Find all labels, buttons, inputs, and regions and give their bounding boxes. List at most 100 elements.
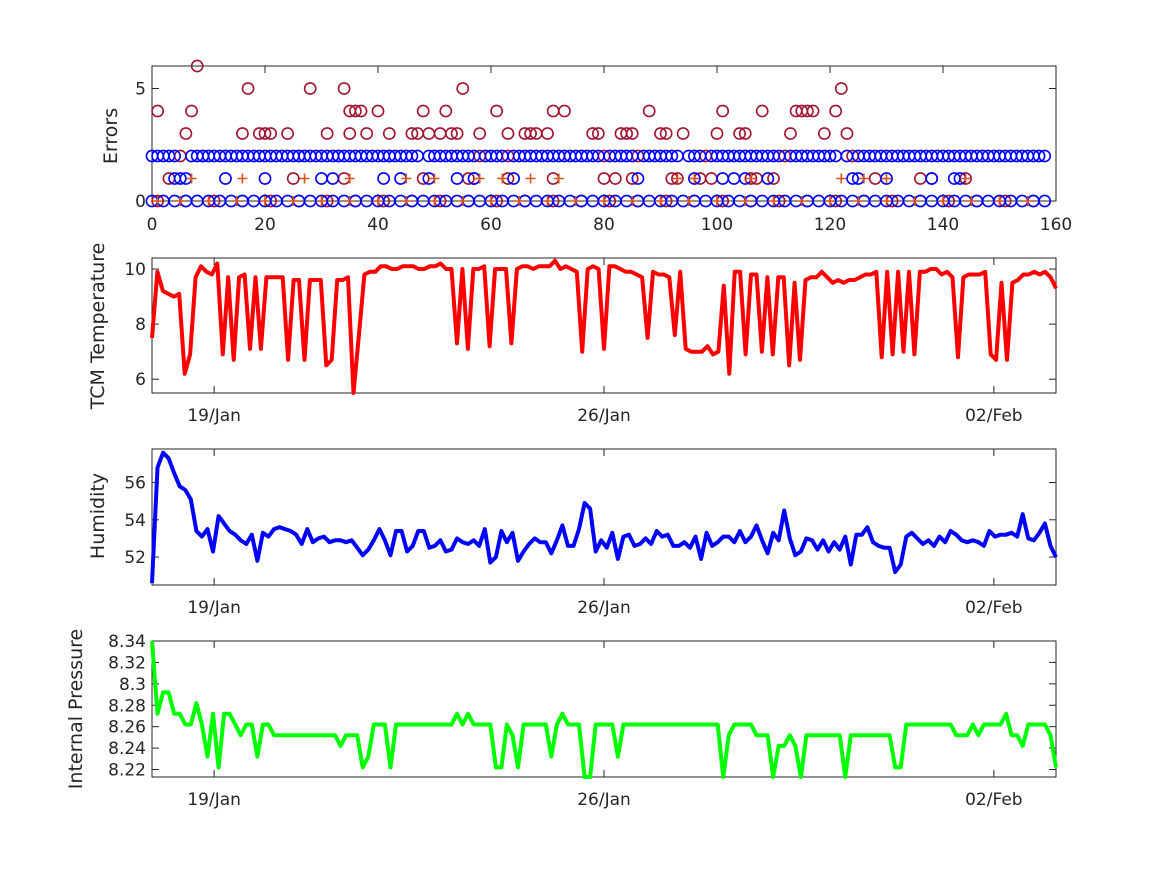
data-point [586,127,600,140]
data-point [439,104,453,118]
data-point [740,196,751,206]
xtick-label: 100 [701,215,733,235]
data-point [836,173,847,184]
data-point [524,127,537,140]
data-point [767,172,780,185]
humidity-ylabel: Humidity [87,473,109,559]
ytick-label: 56 [124,474,146,494]
data-point [853,196,864,206]
data-point [514,196,525,206]
ytick-label: 8.24 [108,739,146,759]
errors-panel: 0 5 0 20 40 60 80 100 120 140 160 [135,59,1072,235]
data-point [260,196,270,206]
ytick-label: 8.32 [108,653,146,673]
data-point [401,196,412,206]
data-point [1038,149,1052,163]
data-point [947,172,961,185]
data-point [755,104,769,118]
data-point [186,173,197,184]
data-point [654,127,667,140]
ytick-label: 52 [124,548,146,568]
ytick-label: 8 [135,315,146,335]
ytick-label: 0 [135,192,146,212]
data-point [173,172,187,185]
data-point [344,173,355,184]
data-point [507,172,520,185]
data-point [689,173,700,184]
ytick-label: 8.28 [108,696,146,716]
xtick-label: 160 [1040,215,1072,235]
data-point [1032,149,1046,163]
data-point [281,127,294,140]
data-point [834,82,848,95]
data-point [688,149,701,163]
data-point [960,173,971,184]
data-point [671,172,684,185]
data-point [858,173,869,184]
ytick-label: 8.34 [108,632,146,652]
data-point [683,196,694,206]
data-point [219,172,232,185]
data-point [450,127,464,140]
xtick-label: 02/Feb [965,406,1022,426]
data-point [450,172,464,185]
data-point [676,127,690,140]
data-point [829,104,843,118]
data-point [179,127,193,140]
xtick-label: 02/Feb [965,790,1022,810]
xtick-label: 20 [254,215,276,235]
xtick-label: 26/Jan [577,790,631,810]
data-point [801,104,814,118]
data-point [665,149,679,163]
ytick-label: 5 [135,80,146,100]
data-point [712,196,722,206]
data-point [501,127,515,140]
data-point [806,104,820,118]
data-point [541,127,554,140]
ytick-label: 8.26 [108,718,146,738]
data-point [203,196,214,206]
data-point [1022,196,1033,206]
data-point [237,173,248,184]
data-point [457,196,468,206]
series-line [150,450,1058,584]
ytick-label: 54 [124,511,146,531]
data-point [371,104,385,118]
data-point [241,82,255,95]
xtick-label: 19/Jan [187,406,241,426]
data-point [416,104,430,118]
data-point [258,127,272,140]
data-point [429,173,440,184]
data-point [784,127,797,140]
data-point [429,196,440,206]
data-point [235,127,249,140]
data-point [474,173,485,184]
data-point [445,127,458,140]
data-point [591,127,605,140]
xtick-label: 140 [927,215,959,235]
data-point [625,127,639,140]
data-point [880,172,893,185]
data-point [326,172,340,185]
data-point [525,173,536,184]
data-point [716,104,730,118]
data-point [416,172,430,185]
data-point [558,104,571,118]
data-point [659,127,673,140]
data-point [288,196,299,206]
data-point [175,196,186,206]
data-point [162,149,176,163]
data-point [823,149,837,163]
data-point [343,127,357,140]
data-point [344,196,355,206]
data-point [405,127,419,140]
data-point [542,196,553,206]
data-point [745,173,756,184]
data-point [320,127,334,140]
xtick-label: 40 [367,215,389,235]
data-point [473,127,487,140]
data-point [456,82,470,95]
data-point [348,104,362,118]
